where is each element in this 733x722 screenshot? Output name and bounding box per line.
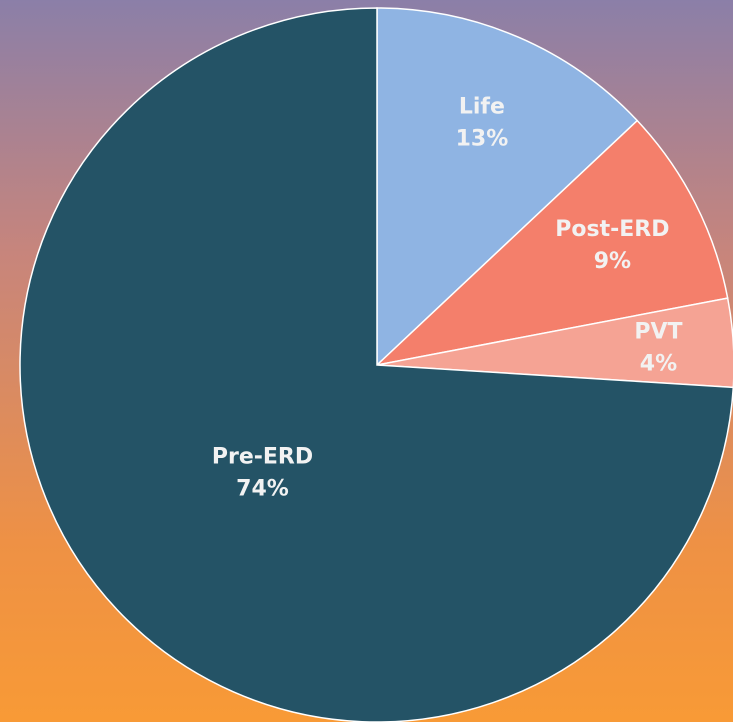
slice-label: Post-ERD [555, 217, 669, 242]
pie-slice [374, 119, 729, 367]
slice-value-label: 4% [640, 351, 677, 376]
slice-label: Life [459, 95, 505, 120]
slice-label: PVT [634, 319, 682, 344]
slice-value-label: 74% [236, 477, 289, 502]
pie-slice [376, 297, 733, 389]
slice-value-label: 9% [594, 249, 631, 274]
slice-label: Pre-ERD [212, 445, 313, 470]
slice-value-label: 13% [456, 127, 509, 152]
pie-slice [376, 7, 639, 367]
pie-slice [19, 7, 733, 722]
